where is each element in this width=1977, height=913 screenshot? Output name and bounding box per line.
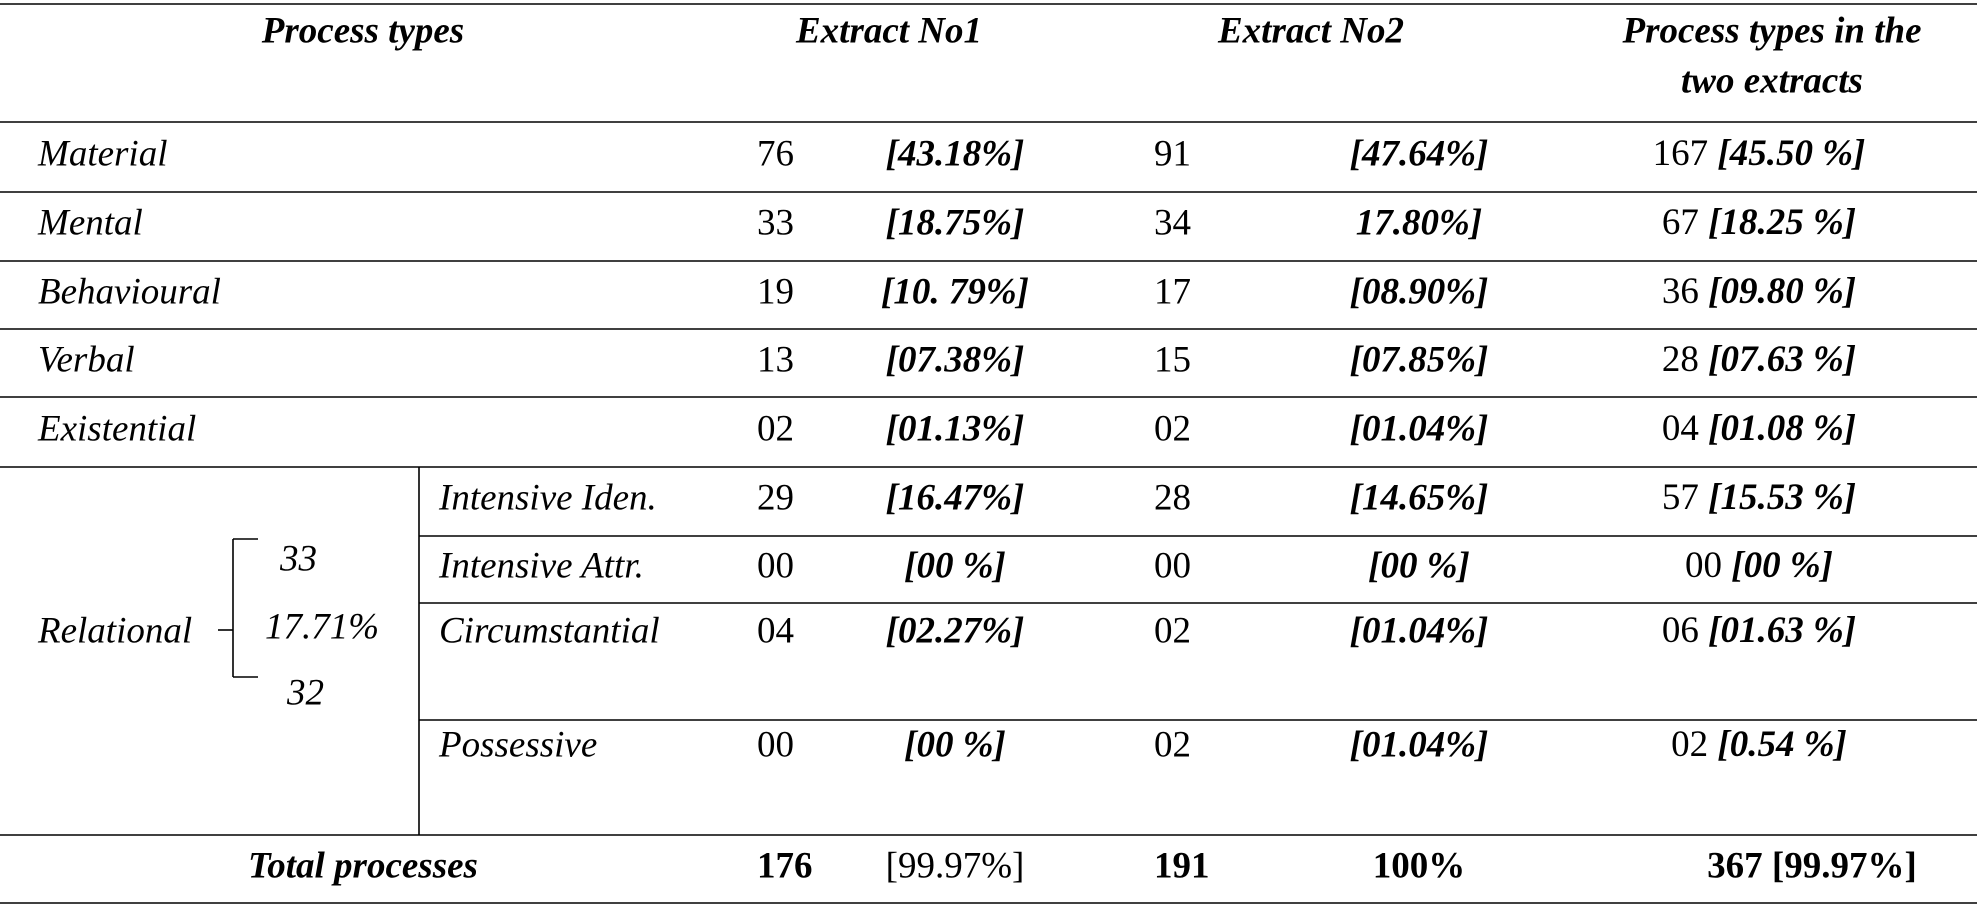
count-cell: 29 [757,477,794,518]
total-cell: 57 [15.53 %] [1662,477,1856,518]
total-cell: 167 [45.50 %] [1653,133,1866,174]
row-label: Intensive Iden. [438,477,657,518]
total-count: 36 [1662,271,1699,312]
total-percent: [0.54 %] [1717,724,1846,765]
row-label: Existential [37,408,196,449]
header-cell: Extract No2 [1217,10,1404,51]
count-cell: 02 [1154,724,1191,765]
total-percent: [09.80 %] [1708,271,1856,312]
total-percent: [99.97%] [886,845,1025,886]
count-cell: 00 [757,724,794,765]
count-cell: 02 [1154,610,1191,651]
row-label: Circumstantial [439,610,660,651]
percent-cell: [01.04%] [1350,408,1489,449]
percent-cell: [16.47%] [886,477,1025,518]
percent-cell: [10. 79%] [881,271,1029,312]
count-cell: 33 [757,202,794,243]
header-cell: two extracts [1681,60,1863,101]
bracket-value: 32 [286,672,324,713]
total-cell: 04 [01.08 %] [1662,408,1856,449]
total-percent: [18.25 %] [1708,202,1856,243]
header-cell: Extract No1 [795,10,982,51]
percent-cell: [43.18%] [886,133,1025,174]
count-cell: 04 [757,610,794,651]
total-count: 02 [1671,724,1708,765]
total-percent: [07.63 %] [1708,339,1856,380]
total-cell: 06 [01.63 %] [1662,610,1856,651]
count-cell: 91 [1154,133,1191,174]
total-count: 191 [1154,845,1210,886]
count-cell: 76 [757,133,794,174]
total-percent: [00 %] [1731,545,1833,586]
count-cell: 02 [1154,408,1191,449]
total-percent: 100% [1373,845,1466,886]
percent-cell: [07.38%] [886,339,1025,380]
percent-cell: [07.85%] [1350,339,1489,380]
row-label: Material [37,133,167,174]
percent-cell: [18.75%] [886,202,1025,243]
bracket-value: 33 [279,538,317,579]
row-label: Relational [37,610,192,651]
table-rules [0,3,1977,904]
row-label: Possessive [438,724,597,765]
count-cell: 19 [757,271,794,312]
total-cell: 02 [0.54 %] [1671,724,1847,765]
percent-cell: [00 %] [904,545,1006,586]
grand-total: 367 [99.97%] [1707,845,1917,886]
total-count: 67 [1662,202,1699,243]
total-percent: [45.50 %] [1717,133,1865,174]
percent-cell: [00 %] [1368,545,1470,586]
percent-cell: [47.64%] [1350,133,1489,174]
total-label: Total processes [248,845,478,886]
percent-cell: [01.04%] [1350,610,1489,651]
row-label: Mental [37,202,143,243]
count-cell: 13 [757,339,794,380]
total-cell: 36 [09.80 %] [1662,271,1856,312]
count-cell: 02 [757,408,794,449]
percent-cell: [14.65%] [1350,477,1489,518]
percent-cell: [00 %] [904,724,1006,765]
count-cell: 15 [1154,339,1191,380]
count-cell: 00 [757,545,794,586]
bracket [218,538,258,678]
percent-cell: [01.13%] [886,408,1025,449]
row-label: Behavioural [38,271,221,312]
total-cell: 00 [00 %] [1685,545,1833,586]
row-label: Intensive Attr. [438,545,644,586]
total-cell: 28 [07.63 %] [1662,339,1856,380]
total-count: 04 [1662,408,1699,449]
count-cell: 34 [1154,202,1191,243]
total-count: 176 [757,845,813,886]
total-count: 57 [1662,477,1699,518]
total-count: 28 [1662,339,1699,380]
percent-cell: [01.04%] [1350,724,1489,765]
total-count: 00 [1685,545,1722,586]
percent-cell: [02.27%] [886,610,1025,651]
total-count: 167 [1653,133,1709,174]
count-cell: 17 [1154,271,1191,312]
total-count: 06 [1662,610,1699,651]
total-percent: [01.08 %] [1708,408,1856,449]
total-percent: [01.63 %] [1708,610,1856,651]
header-cell: Process types [261,10,464,51]
header-cell: Process types in the [1621,10,1921,51]
total-cell: 67 [18.25 %] [1662,202,1856,243]
count-cell: 00 [1154,545,1191,586]
percent-cell: 17.80%] [1356,202,1482,243]
total-percent: [15.53 %] [1708,477,1856,518]
bracket-value: 17.71% [265,606,379,647]
percent-cell: [08.90%] [1350,271,1489,312]
row-label: Verbal [38,339,135,380]
count-cell: 28 [1154,477,1191,518]
